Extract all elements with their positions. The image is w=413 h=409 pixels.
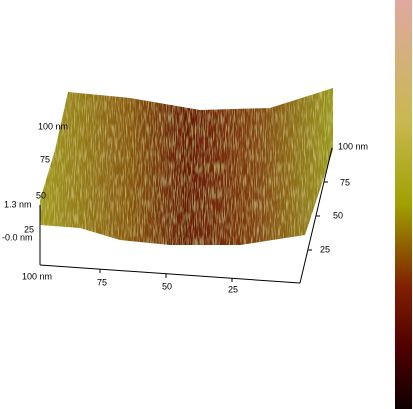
back-tick-label: 50: [36, 190, 46, 200]
surface: [40, 88, 333, 245]
color-bar: [395, 0, 412, 409]
x-tick-label: 25: [228, 284, 238, 294]
y-tick-label: 50: [333, 210, 343, 220]
x-tick-label: 75: [97, 277, 107, 287]
back-tick-label: 25: [24, 224, 34, 234]
back-tick-label: 75: [40, 154, 50, 164]
z-tick-label: -0.0 nm: [2, 232, 33, 242]
x-tick-label: 50: [162, 281, 172, 291]
z-tick-label: 1.3 nm: [4, 199, 32, 209]
x-tick-label: 100 nm: [22, 271, 52, 281]
y-tick-label: 100 nm: [338, 141, 368, 151]
y-tick-label: 25: [320, 244, 330, 254]
axes: [39, 147, 333, 284]
back-tick-label: 100 nm: [38, 121, 68, 131]
front-axis: [39, 264, 301, 284]
y-tick-label: 75: [340, 177, 350, 187]
